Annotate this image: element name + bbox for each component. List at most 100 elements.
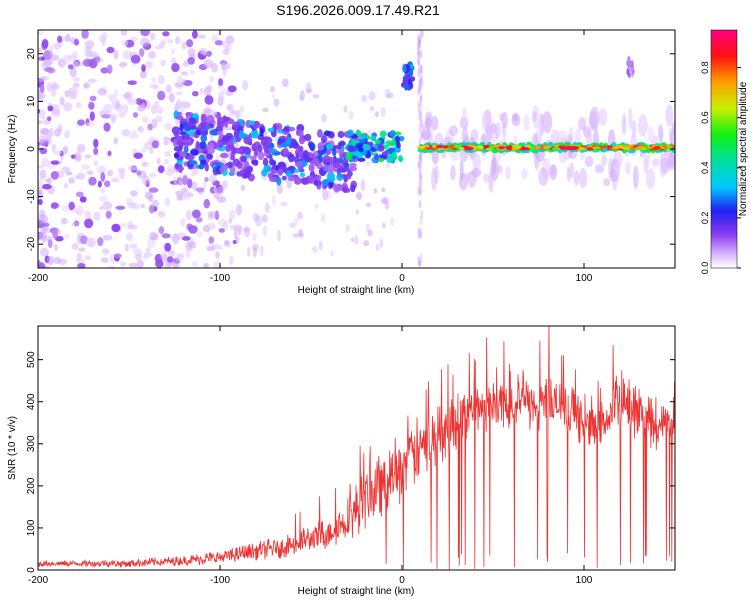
spectral-blob: [89, 111, 95, 122]
spectral-blob: [203, 59, 214, 69]
spectral-blob: [331, 147, 337, 157]
spectral-blob: [84, 154, 92, 159]
spectral-blob: [50, 202, 59, 209]
spectral-blob: [184, 138, 189, 144]
spectral-blob: [53, 42, 61, 51]
spectral-blob: [292, 233, 300, 238]
spectral-blob: [86, 121, 96, 127]
spectral-blob: [298, 135, 306, 145]
snr-frame: [37, 325, 676, 571]
spectral-blob: [175, 99, 182, 109]
spectral-blob: [363, 240, 370, 247]
page-title: S196.2026.009.17.49.R21: [276, 2, 440, 18]
spectral-blob: [208, 236, 215, 244]
spectral-blob: [196, 231, 204, 238]
spectral-blob: [178, 166, 184, 172]
spectral-blob: [214, 40, 224, 46]
spectral-blob: [481, 145, 491, 149]
y-tick-label: 500: [26, 351, 37, 368]
spectral-blob: [230, 154, 236, 161]
spectral-blob: [97, 237, 104, 247]
spectral-blob: [320, 213, 326, 223]
spectral-blob: [262, 157, 269, 167]
spectral-blob: [103, 122, 111, 132]
spectral-blob: [355, 142, 364, 148]
spectral-blob: [496, 164, 503, 174]
spectral-blob: [101, 114, 111, 119]
spectral-blob: [102, 201, 113, 211]
spectral-blob: [345, 223, 350, 233]
spectral-blob: [276, 123, 283, 131]
spectral-blob: [176, 75, 183, 85]
spectral-blob: [95, 57, 104, 63]
spectral-blob: [577, 147, 585, 151]
spectral-blob: [304, 133, 312, 142]
spectral-blob: [322, 165, 328, 172]
spectral-blob: [358, 146, 364, 153]
spectral-blob: [165, 84, 172, 93]
spectral-blob: [170, 48, 176, 55]
spectral-blob: [217, 130, 223, 136]
spectral-blob: [172, 260, 180, 268]
spectral-blob: [239, 169, 245, 175]
spectral-blob: [107, 94, 115, 101]
spectral-blob: [39, 247, 50, 257]
spectral-blob: [417, 102, 421, 114]
spectral-blob: [250, 130, 259, 139]
spectral-blob: [299, 90, 305, 101]
spectral-blob: [265, 204, 271, 211]
spectral-blob: [371, 136, 377, 142]
spectral-blob: [207, 84, 211, 97]
spectral-blob: [151, 118, 158, 129]
spectral-blob: [140, 203, 146, 209]
spectral-blob: [578, 168, 588, 189]
spectral-blob: [52, 228, 58, 239]
spectral-blob: [101, 36, 106, 47]
spectral-blob: [79, 196, 87, 203]
spectral-blob: [76, 172, 86, 180]
spectral-blob: [216, 139, 224, 148]
spectral-blob: [239, 105, 245, 113]
spectral-blob: [228, 255, 234, 266]
spectral-blob: [389, 130, 396, 137]
spectral-blob: [160, 59, 166, 66]
spectral-blob: [75, 102, 82, 108]
spectral-blob: [182, 236, 191, 241]
spectral-blob: [585, 131, 593, 146]
spectral-blob: [281, 175, 287, 181]
spectral-blob: [50, 52, 56, 62]
spectral-blob: [190, 148, 199, 156]
spectral-blob: [299, 172, 306, 178]
spectral-blob: [130, 54, 141, 64]
spectral-blob: [243, 226, 251, 238]
spectral-blob: [417, 86, 421, 96]
spectral-blob: [141, 115, 149, 124]
spectral-blob: [630, 72, 634, 78]
spectral-blob: [119, 261, 127, 267]
spectral-blob: [129, 190, 138, 197]
spectral-blob: [213, 187, 218, 193]
spectral-blob: [482, 173, 490, 183]
spectral-blob: [142, 161, 150, 167]
spectral-blob: [360, 179, 366, 192]
spectral-blob: [280, 138, 286, 144]
spectral-blob: [539, 113, 550, 130]
spectral-blob: [218, 78, 224, 87]
spectral-blob: [222, 88, 227, 93]
y-tick-label: 300: [26, 435, 37, 452]
spectral-blob: [99, 205, 104, 211]
spectral-blob: [167, 39, 174, 44]
spectral-blob: [47, 177, 52, 185]
colorbar-ticks: 0.0 0.2 0.4 0.6 0.8: [700, 61, 741, 274]
spectral-blob: [189, 160, 198, 165]
spectral-blob: [425, 116, 432, 131]
spectrogram-x-ticks: -200 -100 0 100: [28, 30, 593, 284]
spectral-blob: [150, 32, 156, 41]
spectral-blob: [68, 177, 75, 184]
spectral-blob: [421, 130, 432, 140]
spectral-blob: [72, 76, 81, 82]
spectral-blob: [205, 125, 210, 131]
spectral-blob: [87, 78, 98, 83]
spectral-blob: [365, 223, 371, 233]
spectral-blob: [235, 204, 243, 216]
